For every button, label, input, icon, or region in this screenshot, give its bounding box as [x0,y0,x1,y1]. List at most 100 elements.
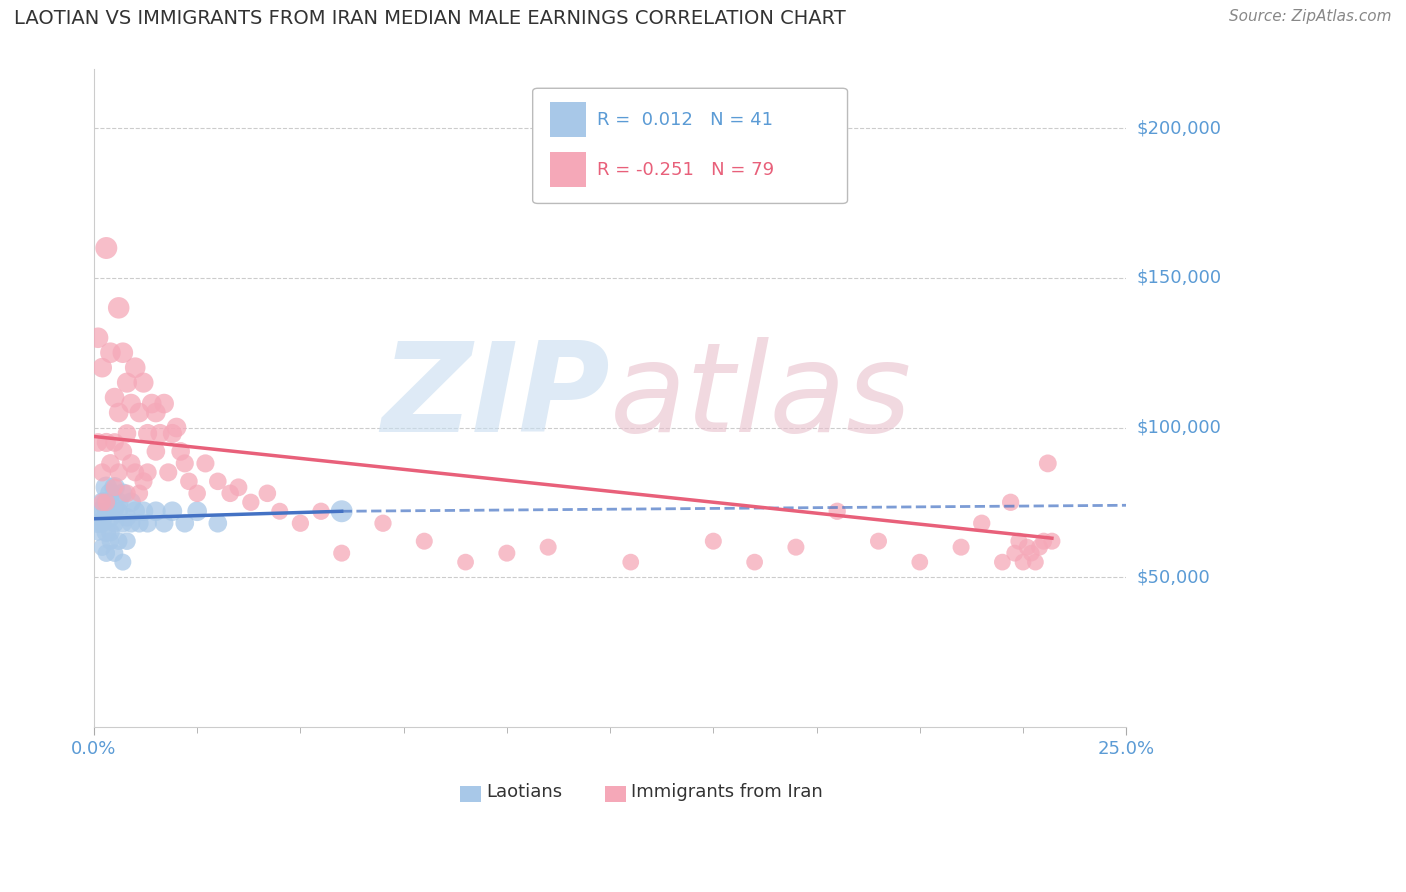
Point [124,504,146,518]
Point [219,486,242,500]
Point [107,534,129,549]
Text: R =  0.012   N = 41: R = 0.012 N = 41 [596,111,773,128]
Point [908,555,931,569]
Point [177,475,200,489]
Point [100,510,122,524]
Point [103,516,125,531]
Point [107,466,129,480]
Point [1032,534,1054,549]
Text: Laotians: Laotians [486,783,562,802]
Text: Immigrants from Iran: Immigrants from Iran [631,783,823,802]
Point [825,504,848,518]
Point [103,546,125,560]
Point [120,457,142,471]
Point [91,540,114,554]
Point [115,486,138,500]
Point [157,466,180,480]
Point [269,504,291,518]
Text: LAOTIAN VS IMMIGRANTS FROM IRAN MEDIAN MALE EARNINGS CORRELATION CHART: LAOTIAN VS IMMIGRANTS FROM IRAN MEDIAN M… [14,9,846,28]
Point [136,426,159,441]
Point [96,525,118,540]
Point [103,480,125,494]
Point [103,435,125,450]
Point [107,495,129,509]
Point [991,555,1014,569]
Point [950,540,973,554]
Point [115,426,138,441]
Point [149,426,172,441]
Point [173,457,195,471]
Point [1019,546,1042,560]
Point [1036,457,1059,471]
Point [620,555,643,569]
Text: $150,000: $150,000 [1136,268,1222,287]
Point [91,495,114,509]
Point [145,405,167,419]
Bar [460,786,481,802]
Point [702,534,724,549]
Point [136,516,159,531]
Text: Source: ZipAtlas.com: Source: ZipAtlas.com [1229,9,1392,24]
Bar [550,153,586,187]
Point [413,534,436,549]
Point [1040,534,1063,549]
Point [100,486,122,500]
Point [111,555,134,569]
Point [145,444,167,458]
Point [1000,495,1022,509]
Point [169,444,191,458]
Point [103,391,125,405]
Point [207,516,229,531]
Point [115,376,138,390]
Text: $200,000: $200,000 [1136,120,1222,137]
Point [371,516,394,531]
Point [136,466,159,480]
Text: R = -0.251   N = 79: R = -0.251 N = 79 [596,161,773,178]
Point [107,405,129,419]
Point [96,241,118,255]
Point [91,466,114,480]
Point [128,516,150,531]
Point [290,516,312,531]
Point [785,540,807,554]
Point [239,495,262,509]
Point [96,546,118,560]
Point [1004,546,1026,560]
Point [91,495,114,509]
Point [87,525,110,540]
Point [868,534,890,549]
Point [162,504,184,518]
Point [153,516,176,531]
Point [111,486,134,500]
Point [744,555,766,569]
Text: $100,000: $100,000 [1136,418,1222,436]
Point [228,480,250,494]
Point [120,516,142,531]
Point [132,475,155,489]
Point [1024,555,1046,569]
Point [162,426,184,441]
Point [120,495,142,509]
FancyBboxPatch shape [533,88,848,203]
Point [96,504,118,518]
Point [115,510,138,524]
Point [1017,540,1039,554]
Bar [605,786,626,802]
Point [970,516,993,531]
Point [100,534,122,549]
Point [115,534,138,549]
Point [1028,540,1050,554]
Point [186,504,208,518]
Point [256,486,278,500]
Point [91,510,114,524]
Point [87,435,110,450]
Point [454,555,477,569]
Point [96,435,118,450]
Point [100,345,122,359]
Text: $50,000: $50,000 [1136,568,1211,586]
Point [96,495,118,509]
Point [107,301,129,315]
Point [107,504,129,518]
Point [124,466,146,480]
Point [495,546,517,560]
